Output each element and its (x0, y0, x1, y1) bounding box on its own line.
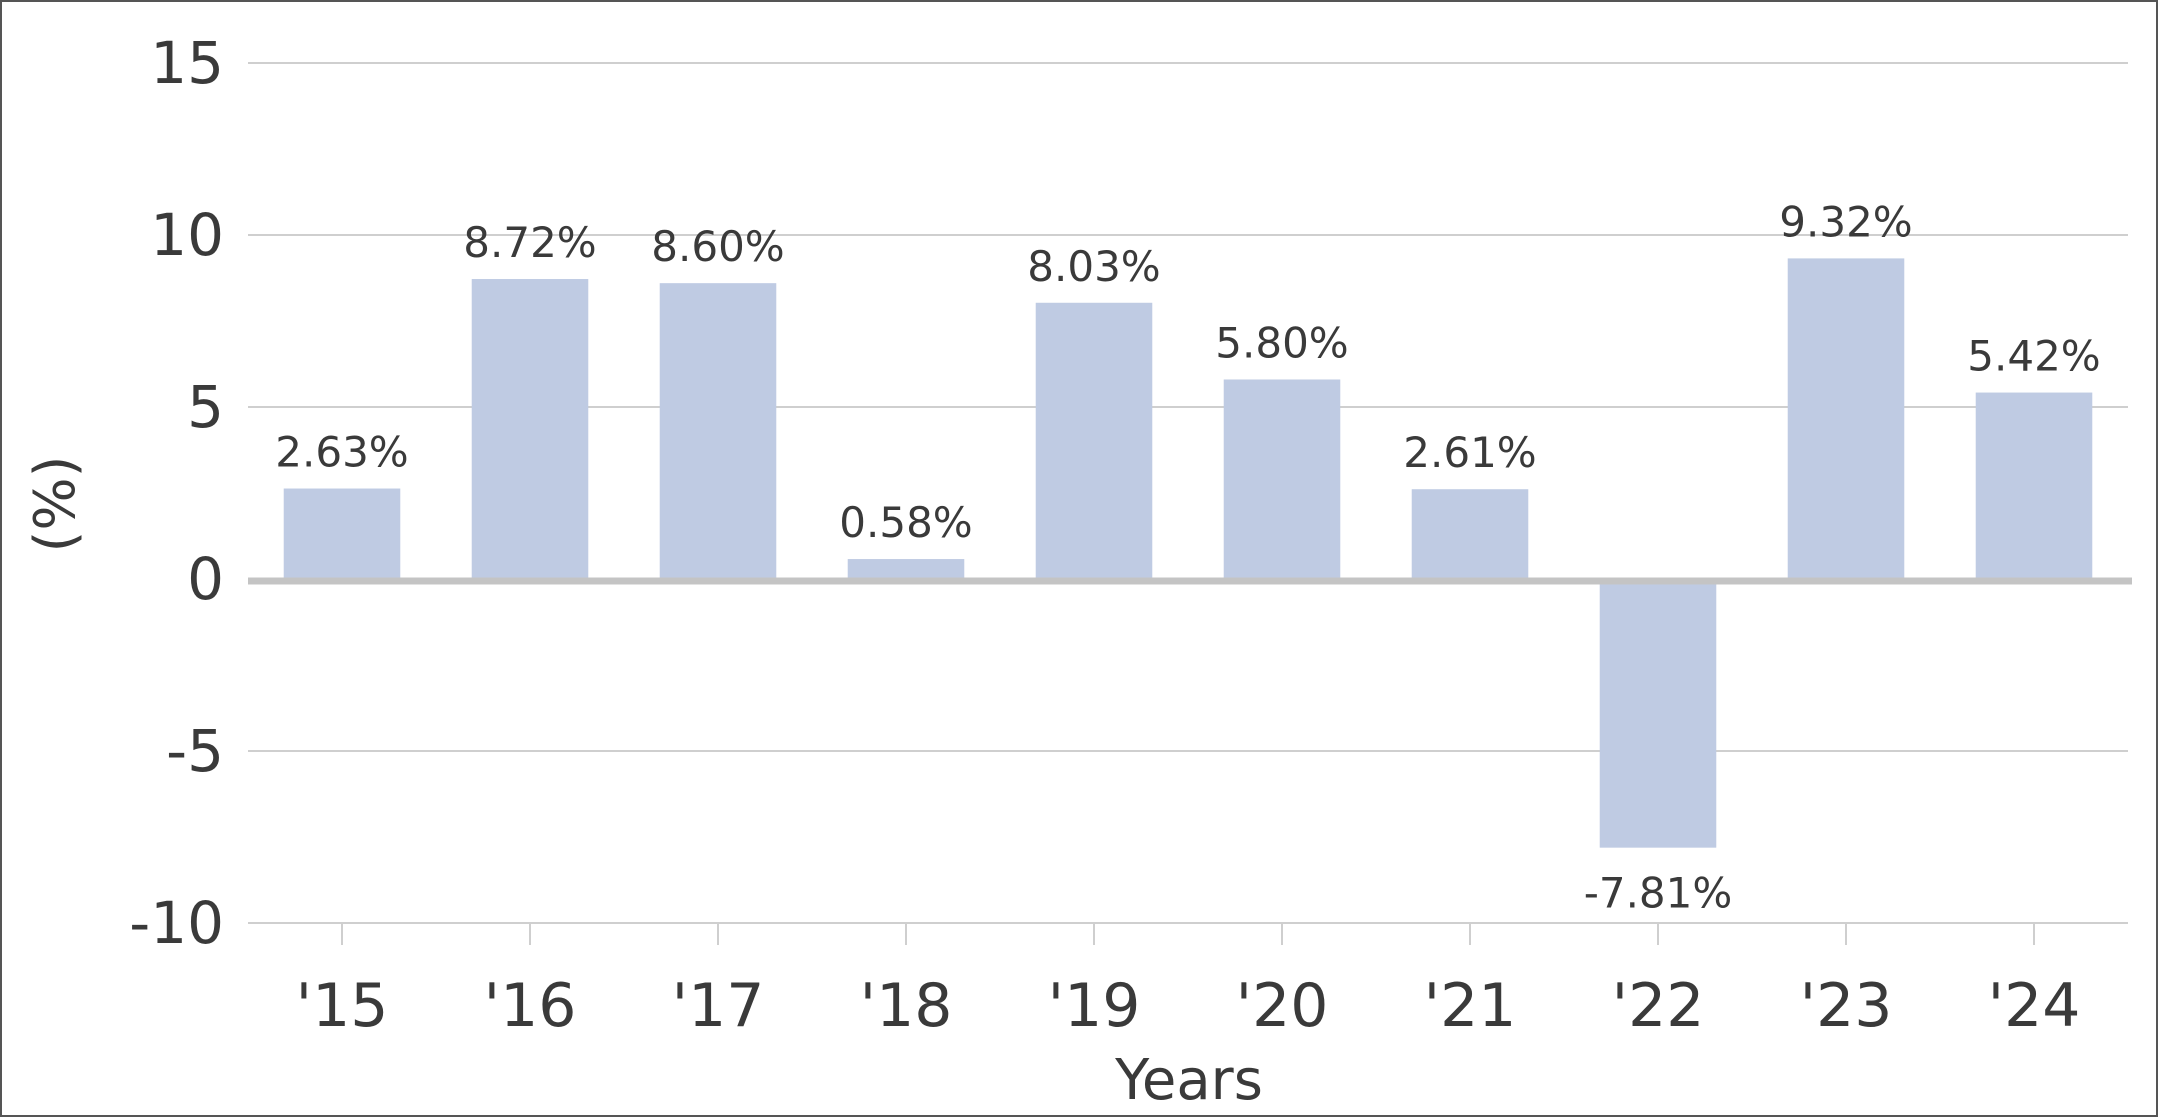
bar (283, 488, 401, 579)
x-tick-label: '21 (1424, 971, 1517, 1041)
x-tick-label: '19 (1048, 971, 1141, 1041)
x-tick-label: '17 (672, 971, 765, 1041)
bar (659, 283, 777, 579)
x-tick-labels: '15 '16 '17 '18 '19 '20 '21 '22 '23 '24 (296, 923, 2081, 1041)
data-label: 9.32% (1779, 197, 1912, 246)
data-label: 8.72% (463, 218, 596, 267)
x-tick-label: '24 (1988, 971, 2081, 1041)
data-label: 8.03% (1027, 242, 1160, 291)
data-label: 2.61% (1403, 428, 1536, 477)
data-label: 5.42% (1967, 332, 2100, 381)
data-label: -7.81% (1584, 869, 1733, 918)
bar (1411, 489, 1529, 579)
bar-layer (283, 258, 2093, 848)
y-tick-label: 10 (150, 201, 224, 269)
data-label: 8.60% (651, 222, 784, 271)
bar (471, 279, 589, 579)
x-tick-label: '18 (860, 971, 953, 1041)
bar (1787, 258, 1905, 579)
x-tick-label: '16 (484, 971, 577, 1041)
y-tick-label: 15 (150, 29, 224, 97)
bar (1599, 579, 1717, 848)
x-tick-label: '23 (1800, 971, 1893, 1041)
data-labels: 2.63% 8.72% 8.60% 0.58% 8.03% 5.80% 2.61% -7.81… (275, 197, 2100, 917)
bar (1223, 379, 1341, 579)
data-label: 5.80% (1215, 318, 1348, 367)
data-label: 0.58% (839, 498, 972, 547)
x-tick-label: '15 (296, 971, 389, 1041)
bar (1975, 392, 2093, 579)
y-tick-label: -5 (166, 717, 224, 785)
x-tick-label: '20 (1236, 971, 1329, 1041)
bar (847, 559, 965, 579)
y-tick-label: 5 (187, 373, 224, 441)
y-tick-labels: 15 10 5 0 -5 -10 (129, 29, 224, 957)
bar (1035, 302, 1153, 579)
data-label: 2.63% (275, 428, 408, 477)
y-axis-title: (%) (23, 456, 88, 553)
y-tick-label: 0 (187, 545, 224, 613)
x-tick-label: '22 (1612, 971, 1705, 1041)
x-axis-title: Years (1114, 1048, 1263, 1113)
y-tick-label: -10 (129, 889, 224, 957)
